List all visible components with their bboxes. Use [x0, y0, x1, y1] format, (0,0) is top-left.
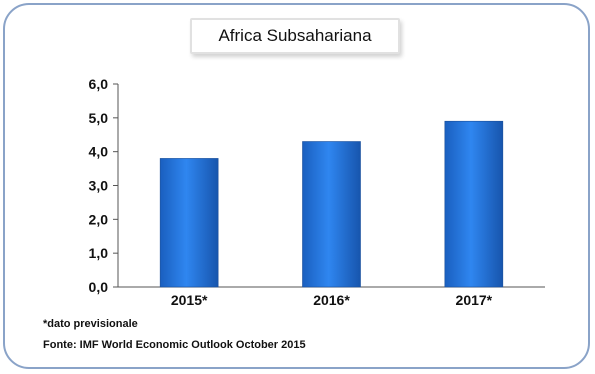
chart-title: Africa Subsahariana: [190, 18, 400, 54]
y-tick-label: 5,0: [89, 110, 109, 126]
y-tick-label: 1,0: [89, 245, 109, 261]
x-tick-label: 2016*: [313, 292, 350, 308]
bar: [444, 120, 504, 288]
source-note: Fonte: IMF World Economic Outlook Octobe…: [43, 339, 306, 351]
footnote: *dato previsionale: [43, 318, 138, 330]
y-tick-label: 0,0: [89, 279, 109, 295]
y-tick-label: 3,0: [89, 178, 109, 194]
y-tick-label: 2,0: [89, 211, 109, 227]
x-tick-label: 2017*: [456, 292, 493, 308]
x-tick-label: 2015*: [171, 292, 208, 308]
y-tick-label: 4,0: [89, 144, 109, 160]
y-tick-label: 6,0: [89, 76, 109, 92]
bar: [302, 141, 361, 288]
bar: [159, 158, 219, 288]
